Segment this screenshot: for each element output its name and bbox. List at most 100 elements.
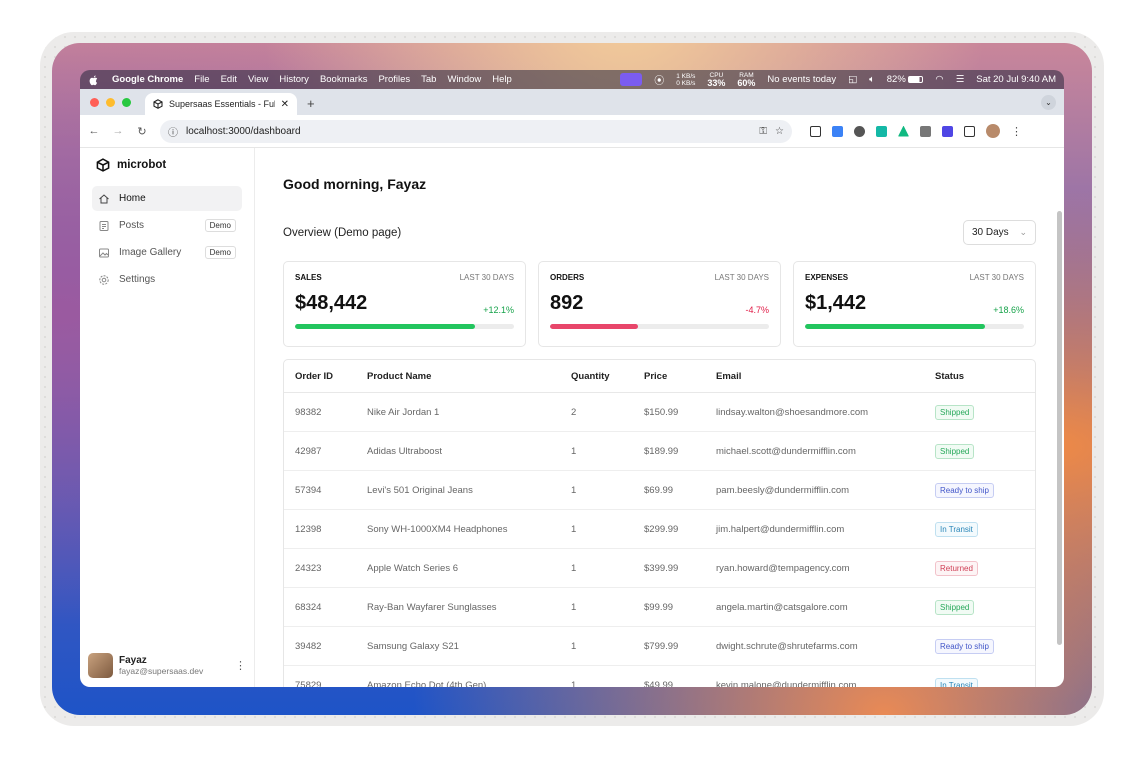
table-row[interactable]: 98382 Nike Air Jordan 1 2 $150.99 lindsay.wa… [284,393,1035,432]
cell-quantity: 1 [571,601,577,613]
card-header: ORDERS LAST 30 DAYS [550,273,769,282]
site-info-icon[interactable]: ⓘ [168,127,178,139]
cpu-stat[interactable]: CPU 33% [707,72,725,88]
wifi-icon[interactable]: ◠ [935,74,944,85]
password-key-icon[interactable]: ⚿ [759,125,768,137]
cell-product-name: Ray-Ban Wayfarer Sunglasses [367,601,497,613]
brand[interactable]: microbot [96,158,242,172]
header-order-id[interactable]: Order ID [295,370,334,382]
forward-button[interactable]: → [112,125,124,137]
sidebar-item-settings[interactable]: Settings [92,267,242,292]
main-content: Good morning, Fayaz Overview (Demo page)… [255,148,1064,687]
reload-button[interactable]: ↻ [137,125,147,138]
extension-indigo-icon[interactable] [942,125,953,137]
menu-file[interactable]: File [194,74,210,85]
calendar-events[interactable]: No events today [767,74,837,85]
header-quantity[interactable]: Quantity [571,370,610,382]
back-button[interactable]: ← [88,125,100,137]
avatar [88,653,113,678]
user-profile[interactable]: Fayaz fayaz@supersaas.dev ⋮ [88,653,246,678]
cell-status: Shipped [935,404,1024,420]
cell-email: pam.beesly@dundermifflin.com [716,484,850,496]
battery-status[interactable]: 82% [887,74,924,85]
progress-bar [805,324,1024,329]
extension-blue-icon[interactable] [832,125,843,137]
clock[interactable]: Sat 20 Jul 9:40 AM [976,74,1056,85]
menu-profiles[interactable]: Profiles [378,74,411,85]
extension-teal-icon[interactable] [876,125,887,137]
extension-triangle-icon[interactable] [898,125,909,137]
cell-price: $299.99 [644,523,679,535]
browser-tab[interactable]: Supersaas Essentials - Fullsta ✕ [145,93,297,115]
menu-app-name[interactable]: Google Chrome [112,74,184,85]
close-window-button[interactable] [90,97,99,107]
minimize-window-button[interactable] [106,97,115,107]
app-container: microbot Home Posts Demo Image Gallery D… [80,148,1064,687]
stat-card-expenses: EXPENSES LAST 30 DAYS $1,442 +18.6% [793,261,1036,347]
header-status[interactable]: Status [935,370,965,382]
new-tab-button[interactable]: + [307,96,315,111]
cell-order-id: 75829 [295,679,322,688]
menu-edit[interactable]: Edit [220,74,237,85]
menu-window[interactable]: Window [447,74,482,85]
menu-history[interactable]: History [279,74,309,85]
card-header: EXPENSES LAST 30 DAYS [805,273,1024,282]
menu-bookmarks[interactable]: Bookmarks [319,74,368,85]
table-row[interactable]: 68324 Ray-Ban Wayfarer Sunglasses 1 $99.99 a… [284,588,1035,627]
extension-shield-icon[interactable] [854,125,865,137]
cell-product-name: Samsung Galaxy S21 [367,640,459,652]
extensions-puzzle-icon[interactable] [964,125,975,137]
menu-view[interactable]: View [247,74,269,85]
table-row[interactable]: 42987 Adidas Ultraboost 1 $189.99 michael.sc… [284,432,1035,471]
sidebar-item-posts[interactable]: Posts Demo [92,213,242,238]
sidebar-item-label: Posts [119,220,145,231]
brand-name: microbot [117,159,167,171]
table-row[interactable]: 57394 Levi's 501 Original Jeans 1 $69.99 pam… [284,471,1035,510]
sidebar-item-label: Home [119,193,146,204]
extension-pip-icon[interactable] [810,125,821,137]
user-menu-icon[interactable]: ⋮ [235,660,246,672]
menu-tab[interactable]: Tab [421,74,437,85]
header-product-name[interactable]: Product Name [367,370,432,382]
header-email[interactable]: Email [716,370,742,382]
table-row[interactable]: 12398 Sony WH-1000XM4 Headphones 1 $299.99 j… [284,510,1035,549]
tab-search-button[interactable]: ⌄ [1041,95,1056,110]
display-icon[interactable]: ◱ [848,74,858,85]
table-header: Order ID Product Name Quantity Price Ema… [284,360,1035,393]
menu-help[interactable]: Help [492,74,512,85]
card-change: -4.7% [745,305,769,315]
screen-cast-icon[interactable] [620,73,643,86]
apple-icon[interactable] [88,74,100,86]
cell-quantity: 2 [571,406,577,418]
maximize-window-button[interactable] [122,97,131,107]
address-bar[interactable]: ⓘ localhost:3000/dashboard ⚿ ☆ [160,119,792,143]
network-stat[interactable]: 1 KB/s 0 KB/s [676,73,695,87]
range-select[interactable]: 30 Days ⌄ [963,220,1036,245]
cell-status: In Transit [935,677,1024,687]
stat-card-sales: SALES LAST 30 DAYS $48,442 +12.1% [283,261,526,347]
close-tab-icon[interactable]: ✕ [280,98,289,110]
progress-bar [295,324,514,329]
card-change: +18.6% [993,305,1024,315]
scrollbar[interactable] [1057,211,1062,645]
sidebar-item-home[interactable]: Home [92,186,242,211]
table-row[interactable]: 24323 Apple Watch Series 6 1 $399.99 ryan.ho… [284,549,1035,588]
sidebar: microbot Home Posts Demo Image Gallery D… [80,148,255,687]
bookmark-star-icon[interactable]: ☆ [775,125,784,137]
volume-icon[interactable]: 🔈︎ [869,74,875,85]
status-badge: In Transit [935,677,978,687]
control-center-icon[interactable]: ☰ [955,74,965,85]
header-price[interactable]: Price [644,370,668,382]
table-row[interactable]: 75829 Amazon Echo Dot (4th Gen) 1 $49.99 kev… [284,666,1035,687]
menu-extras: ⦿ 1 KB/s 0 KB/s CPU 33% RAM 60% No events t… [620,72,1056,88]
browser-menu-icon[interactable]: ⋮ [1011,125,1022,138]
extension-r-icon[interactable] [920,125,931,137]
sidebar-item-label: Settings [119,274,156,285]
sidebar-item-image-gallery[interactable]: Image Gallery Demo [92,240,242,265]
ram-stat[interactable]: RAM 60% [737,72,755,88]
table-row[interactable]: 39482 Samsung Galaxy S21 1 $799.99 dwight.sc… [284,627,1035,666]
record-icon[interactable]: ⦿ [654,76,665,87]
profile-avatar[interactable] [986,124,1000,138]
card-header: SALES LAST 30 DAYS [295,273,514,282]
home-icon [99,193,109,203]
